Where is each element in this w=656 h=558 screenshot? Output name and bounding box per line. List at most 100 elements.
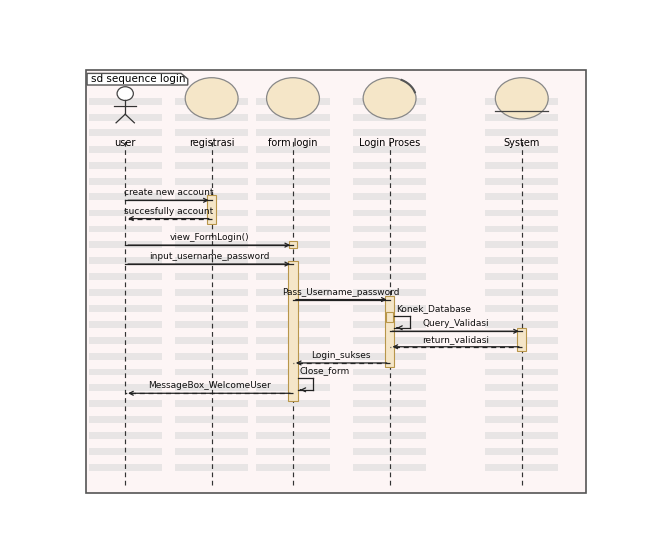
Bar xyxy=(485,337,558,344)
Bar xyxy=(256,210,329,217)
Bar xyxy=(175,178,248,185)
Bar xyxy=(175,162,248,169)
Bar xyxy=(353,369,426,376)
Ellipse shape xyxy=(363,78,416,119)
Bar xyxy=(89,114,162,121)
Bar xyxy=(89,225,162,232)
Bar xyxy=(89,353,162,359)
Bar xyxy=(353,384,426,391)
Text: return_validasi: return_validasi xyxy=(422,335,489,344)
Bar xyxy=(485,98,558,105)
Bar xyxy=(485,416,558,423)
Bar xyxy=(353,146,426,153)
Bar xyxy=(89,416,162,423)
Bar xyxy=(353,162,426,169)
Bar xyxy=(175,369,248,376)
Bar xyxy=(485,353,558,359)
Text: MessageBox_WelcomeUser: MessageBox_WelcomeUser xyxy=(148,381,270,390)
Text: Konek_Database: Konek_Database xyxy=(396,304,471,312)
Bar xyxy=(485,273,558,280)
Bar xyxy=(289,241,297,248)
Text: Pass_Username_password: Pass_Username_password xyxy=(283,287,400,296)
Bar xyxy=(175,225,248,232)
Bar xyxy=(256,432,329,439)
Bar xyxy=(353,337,426,344)
Text: Login_sukses: Login_sukses xyxy=(312,351,371,360)
Bar xyxy=(353,305,426,312)
Circle shape xyxy=(117,86,133,100)
Bar xyxy=(256,464,329,471)
Text: view_FormLogin(): view_FormLogin() xyxy=(169,233,249,242)
Bar xyxy=(256,162,329,169)
Bar xyxy=(256,369,329,376)
Bar xyxy=(89,464,162,471)
Bar xyxy=(485,210,558,217)
Bar xyxy=(353,242,426,248)
Bar xyxy=(89,305,162,312)
Bar xyxy=(353,257,426,264)
Bar xyxy=(175,146,248,153)
Bar xyxy=(353,448,426,455)
Bar xyxy=(485,369,558,376)
Bar xyxy=(175,98,248,105)
Bar xyxy=(256,225,329,232)
Text: form login: form login xyxy=(268,138,318,148)
Bar xyxy=(256,146,329,153)
Bar xyxy=(175,384,248,391)
Text: Login Proses: Login Proses xyxy=(359,138,420,148)
Bar xyxy=(175,289,248,296)
Bar xyxy=(485,384,558,391)
Bar xyxy=(353,193,426,200)
Bar xyxy=(175,416,248,423)
Bar xyxy=(353,178,426,185)
Bar xyxy=(485,432,558,439)
Bar xyxy=(175,321,248,328)
Bar xyxy=(256,273,329,280)
Bar xyxy=(485,129,558,136)
Bar xyxy=(485,321,558,328)
Ellipse shape xyxy=(266,78,319,119)
Bar xyxy=(89,242,162,248)
Bar xyxy=(89,146,162,153)
Text: input_username_password: input_username_password xyxy=(149,252,270,261)
Bar xyxy=(256,178,329,185)
Bar xyxy=(256,242,329,248)
Bar xyxy=(89,369,162,376)
Bar xyxy=(386,312,393,321)
Bar xyxy=(175,129,248,136)
Bar xyxy=(256,257,329,264)
Text: System: System xyxy=(504,138,540,148)
Bar xyxy=(256,416,329,423)
Bar xyxy=(485,464,558,471)
Bar xyxy=(175,337,248,344)
Text: succesfully account: succesfully account xyxy=(124,206,213,215)
Bar xyxy=(256,129,329,136)
Bar xyxy=(175,353,248,359)
Bar xyxy=(89,193,162,200)
Bar xyxy=(175,305,248,312)
Bar xyxy=(256,193,329,200)
Bar xyxy=(485,257,558,264)
Bar xyxy=(353,432,426,439)
Bar xyxy=(175,210,248,217)
Bar xyxy=(485,448,558,455)
Ellipse shape xyxy=(185,78,238,119)
Bar xyxy=(175,464,248,471)
Bar xyxy=(485,146,558,153)
Text: create new account: create new account xyxy=(124,188,213,198)
Bar xyxy=(485,225,558,232)
Bar xyxy=(89,210,162,217)
Bar xyxy=(89,432,162,439)
Bar xyxy=(256,353,329,359)
Bar xyxy=(256,305,329,312)
Bar xyxy=(485,289,558,296)
Bar xyxy=(89,384,162,391)
Bar xyxy=(353,289,426,296)
Bar xyxy=(175,432,248,439)
Bar xyxy=(256,401,329,407)
Bar xyxy=(89,401,162,407)
Bar xyxy=(485,242,558,248)
Bar xyxy=(485,162,558,169)
Bar xyxy=(89,129,162,136)
Bar xyxy=(89,289,162,296)
